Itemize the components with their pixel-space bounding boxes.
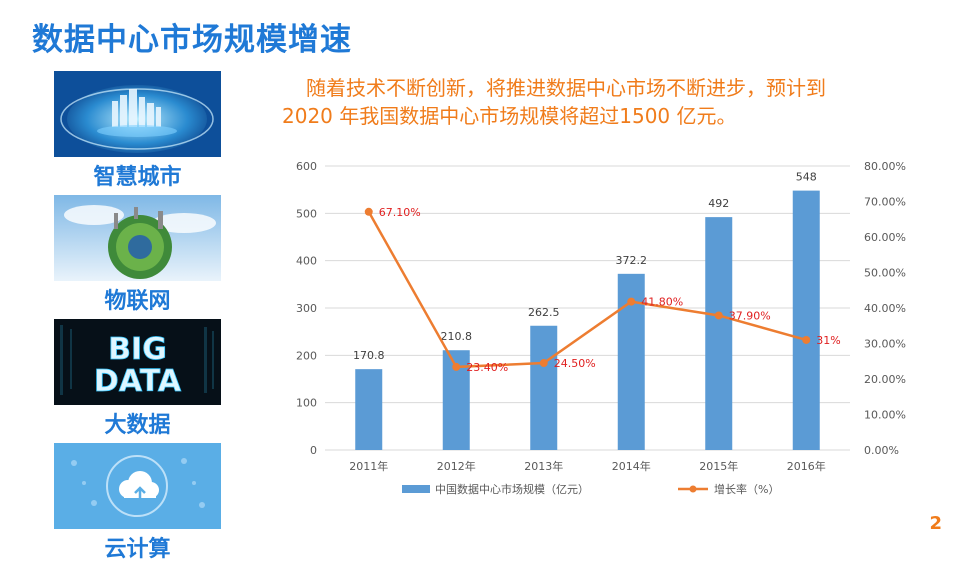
- x-tick-label: 2015年: [699, 459, 738, 473]
- growth-rate-point: [802, 335, 811, 344]
- intro-text: 随着技术不断创新，将推进数据中心市场不断进步，预计到 2020 年我国数据中心市…: [282, 74, 942, 130]
- sidebar-label-smart-city: 智慧城市: [93, 165, 182, 190]
- growth-rate-point: [714, 311, 723, 320]
- growth-rate-label: 23.40%: [466, 361, 508, 374]
- x-tick-label: 2012年: [437, 459, 476, 473]
- y-left-tick-label: 600: [296, 160, 317, 173]
- big-data-word-data: DATA: [94, 364, 182, 399]
- bar-value-label: 262.5: [528, 306, 560, 319]
- y-left-tick-label: 0: [310, 444, 317, 457]
- intro-line-1: 随着技术不断创新，将推进数据中心市场不断进步，预计到: [306, 76, 826, 100]
- growth-rate-label: 24.50%: [554, 357, 596, 370]
- sidebar: 智慧城市 物联网 BIG DATA 大: [54, 71, 221, 567]
- x-tick-label: 2013年: [524, 459, 563, 473]
- smart-city-globe-image: [54, 71, 221, 157]
- legend-bar-label: 中国数据中心市场规模（亿元）: [435, 482, 589, 496]
- y-right-tick-label: 70.00%: [864, 196, 906, 209]
- growth-rate-point: [539, 359, 548, 368]
- bar: [530, 325, 558, 450]
- bar-value-label: 210.8: [441, 330, 473, 343]
- growth-rate-label: 67.10%: [379, 206, 421, 219]
- y-left-tick-label: 500: [296, 207, 317, 220]
- x-tick-label: 2014年: [612, 459, 651, 473]
- bar: [705, 217, 733, 450]
- y-left-tick-label: 100: [296, 397, 317, 410]
- growth-rate-label: 41.80%: [641, 296, 683, 309]
- y-left-tick-label: 400: [296, 255, 317, 268]
- cloud-computing-image: [54, 443, 221, 529]
- x-tick-label: 2011年: [349, 459, 388, 473]
- y-right-tick-label: 50.00%: [864, 267, 906, 280]
- y-right-tick-label: 20.00%: [864, 373, 906, 386]
- y-right-tick-label: 80.00%: [864, 160, 906, 173]
- growth-rate-point: [364, 207, 373, 216]
- bar: [355, 369, 383, 450]
- y-left-tick-label: 300: [296, 302, 317, 315]
- sidebar-label-cloud-computing: 云计算: [104, 537, 171, 562]
- growth-rate-point: [452, 362, 461, 371]
- sidebar-label-iot: 物联网: [104, 289, 171, 314]
- big-data-image: BIG DATA: [54, 319, 221, 405]
- growth-rate-point: [627, 297, 636, 306]
- y-right-tick-label: 40.00%: [864, 302, 906, 315]
- sidebar-label-big-data: 大数据: [104, 413, 171, 438]
- page-number: 2: [929, 513, 942, 534]
- growth-rate-line: [367, 211, 807, 369]
- legend-bar-swatch: [402, 485, 430, 493]
- y-right-tick-label: 30.00%: [864, 338, 906, 351]
- bar-value-label: 170.8: [353, 349, 385, 362]
- x-tick-label: 2016年: [787, 459, 826, 473]
- y-right-tick-label: 0.00%: [864, 444, 899, 457]
- market-size-chart: 0 100 200 300 400 500 600 0.00% 10.00% 20.00% 30.0…: [280, 150, 940, 514]
- legend-line-label: 增长率（%）: [714, 482, 779, 496]
- growth-rate-label: 37.90%: [729, 309, 771, 322]
- iot-globe-image: [54, 195, 221, 281]
- page-title: 数据中心市场规模增速: [32, 22, 352, 58]
- y-right-tick-label: 10.00%: [864, 409, 906, 422]
- bar-value-label: 548: [796, 171, 817, 184]
- legend-line-marker: [689, 485, 697, 493]
- bar-value-label: 372.2: [616, 254, 648, 267]
- intro-line-2: 2020 年我国数据中心市场规模将超过1500 亿元。: [282, 104, 737, 128]
- y-right-tick-label: 60.00%: [864, 231, 906, 244]
- bar-value-label: 492: [708, 197, 729, 210]
- big-data-word-big: BIG: [108, 332, 167, 367]
- growth-rate-label: 31%: [816, 334, 840, 347]
- bar: [792, 190, 820, 450]
- chart-svg: 0 100 200 300 400 500 600 0.00% 10.00% 20.00% 30.0…: [296, 160, 906, 496]
- y-left-tick-label: 200: [296, 349, 317, 362]
